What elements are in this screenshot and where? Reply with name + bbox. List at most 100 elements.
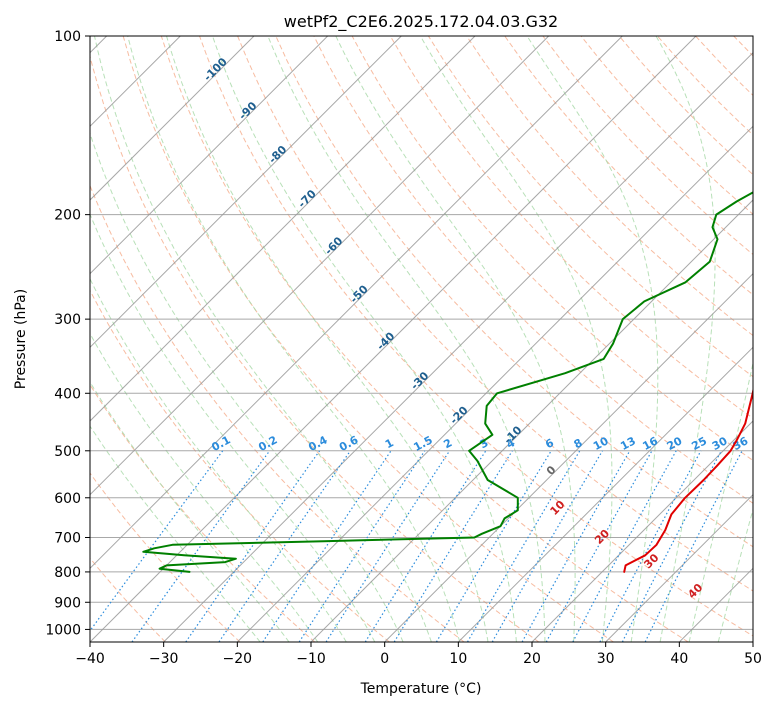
mixing-ratio-line [599, 450, 702, 642]
mixing-ratio-label: 10 [591, 434, 611, 453]
dry-adiabat [351, 36, 753, 462]
x-tick-label: 30 [597, 651, 615, 667]
dry-adiabat [542, 36, 753, 256]
isotherm [678, 567, 753, 642]
y-tick-label: 700 [54, 531, 81, 547]
mixing-ratio-label: 13 [618, 434, 638, 453]
dry-adiabat [695, 36, 753, 97]
y-tick-label: 500 [54, 444, 81, 460]
y-tick-label: 1000 [45, 622, 81, 638]
y-axis-label: Pressure (hPa) [13, 289, 29, 389]
dry-adiabat [733, 36, 753, 57]
mixing-ratio-label: 20 [665, 434, 685, 453]
mixing-ratio-line [545, 450, 653, 642]
moist-adiabat-label: 30 [641, 551, 661, 571]
mixing-ratio-line [90, 450, 224, 632]
dry-adiabat [90, 289, 390, 642]
x-axis: −40 −30 −20 −10 0 10 20 30 40 50 [75, 642, 762, 667]
moist-adiabat [90, 381, 290, 642]
isotherm-label: -70 [296, 187, 319, 210]
mixing-ratio-label: 2 [441, 436, 454, 451]
dry-adiabat [389, 36, 753, 419]
dry-adiabat [90, 184, 465, 642]
moist-adiabat [90, 332, 319, 642]
mixing-ratio-label: 6 [543, 436, 556, 451]
moist-adiabat [90, 131, 404, 642]
mixing-ratio-line [325, 450, 451, 642]
mixing-ratio-label: 36 [731, 434, 751, 453]
moist-adiabat [90, 277, 347, 642]
x-tick-label: 50 [744, 651, 762, 667]
isotherm-label: -30 [408, 369, 431, 392]
y-tick-label: 300 [54, 312, 81, 328]
isotherm-label: -80 [266, 143, 289, 166]
x-tick-label: 20 [523, 651, 541, 667]
x-tick-label: 40 [670, 651, 688, 667]
mixing-ratio-line [521, 450, 631, 642]
x-tick-label: −20 [223, 651, 253, 667]
mixing-ratio-line [621, 450, 722, 642]
mixing-ratio-line [298, 450, 426, 642]
moist-adiabat [526, 36, 659, 642]
dry-adiabat [427, 36, 753, 378]
y-axis: 100 200 300 400 500 600 700 800 900 1000 [45, 29, 90, 638]
moist-adiabat [90, 213, 376, 642]
dewpoint-profile [142, 191, 753, 573]
x-tick-label: −30 [149, 651, 179, 667]
y-tick-label: 100 [54, 29, 81, 45]
isotherm [752, 641, 753, 642]
moist-adiabat-label: 10 [548, 498, 568, 518]
isotherm-label: -40 [374, 329, 397, 352]
dry-adiabat [657, 36, 753, 136]
profiles [142, 191, 753, 573]
x-tick-label: 0 [380, 651, 389, 667]
moist-adiabat [717, 507, 753, 642]
y-tick-label: 900 [54, 595, 81, 611]
mixing-ratio-line [644, 450, 743, 642]
chart-title: wetPf2_C2E6.2025.172.04.03.G32 [284, 12, 558, 32]
y-tick-label: 200 [54, 208, 81, 224]
isotherm [90, 36, 402, 349]
x-tick-label: 10 [449, 651, 467, 667]
isotherm [90, 36, 255, 201]
y-tick-label: 800 [54, 565, 81, 581]
mixing-ratio-line [185, 450, 321, 642]
isotherm [90, 36, 550, 496]
dry-adiabat [504, 36, 753, 296]
dry-adiabat [199, 36, 753, 637]
moist-adiabat [655, 36, 716, 642]
mixing-ratio-line [364, 450, 487, 642]
isotherm-label: -10 [501, 423, 524, 446]
isotherm-label: -50 [348, 282, 371, 305]
plot-background-lines [90, 36, 753, 642]
isotherm [384, 272, 753, 642]
dry-adiabat [275, 36, 753, 548]
mixing-ratio-line [262, 450, 392, 642]
moist-adiabat [90, 425, 261, 642]
isotherm [90, 36, 623, 570]
isotherm [90, 36, 476, 422]
dry-adiabat [90, 383, 316, 642]
mixing-ratio-line [435, 450, 552, 642]
dry-adiabat [122, 36, 614, 642]
dry-adiabat [90, 557, 166, 642]
mixing-ratio-line [572, 450, 677, 642]
isotherm [90, 36, 697, 642]
isotherm [531, 420, 753, 642]
y-tick-label: 400 [54, 386, 81, 402]
x-axis-label: Temperature (°C) [360, 681, 482, 697]
x-tick-label: −40 [75, 651, 105, 667]
dry-adiabat [90, 472, 241, 642]
moist-adiabat [267, 36, 546, 642]
y-tick-label: 600 [54, 491, 81, 507]
x-tick-label: −10 [296, 651, 326, 667]
dry-adiabat [160, 36, 689, 642]
mixing-ratio-label: 30 [710, 434, 730, 453]
moist-adiabat [212, 36, 517, 642]
isotherm-label: -100 [201, 55, 230, 84]
isotherm [163, 51, 753, 642]
isotherm [605, 493, 753, 642]
isotherm [457, 346, 753, 642]
mixing-ratio-label: 25 [689, 434, 709, 453]
isotherm-label: -90 [236, 99, 259, 122]
